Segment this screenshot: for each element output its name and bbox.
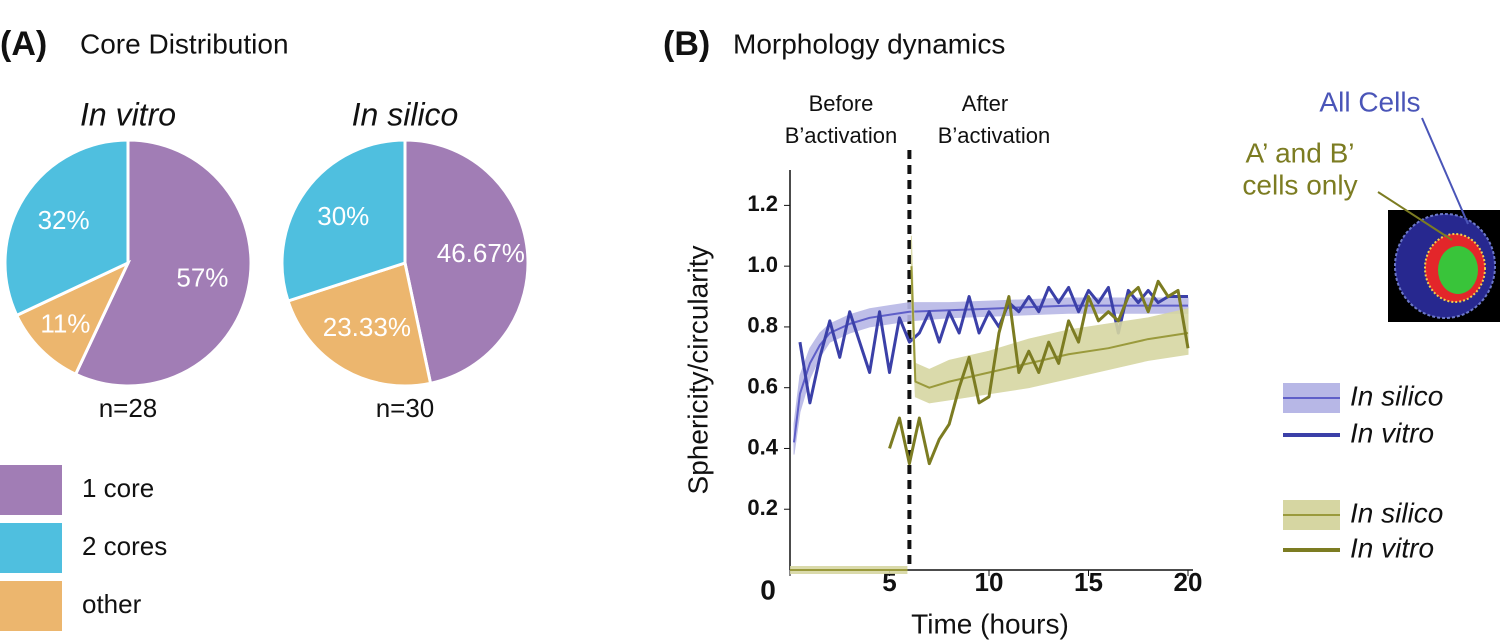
inset-label: cells only [1242,169,1357,200]
x-tick-label: 10 [975,567,1004,597]
legend-label: In vitro [1350,532,1434,563]
panel-title: Core Distribution [80,28,289,59]
leader-line [1377,191,1453,241]
series-line [888,279,1190,466]
y-tick-label: 1.0 [747,252,778,277]
pie-subtitle: n=28 [99,393,158,423]
x-tick-label: 0 [760,574,776,605]
legend-label: 1 core [82,473,154,503]
pie-slice [14,259,132,377]
value-label: 32% [38,205,90,235]
value-label: 11% [40,308,90,338]
panel-label: (B) [663,25,710,63]
value-label: 30% [317,201,369,231]
pie-subtitle: n=30 [376,393,435,423]
pie-title: In vitro [80,96,176,132]
y-tick-label: 0.8 [747,313,778,338]
y-axis-label: Sphericity/circularity [682,246,713,495]
y-tick-label: 0.2 [747,495,778,520]
annotation: Before [809,91,874,116]
x-tick-label: 15 [1074,567,1103,597]
y-tick-label: 0.4 [747,434,778,459]
pie-slice [73,138,253,388]
legend-swatch [0,465,62,515]
annotation: B’activation [785,123,898,148]
y-tick-label: 0.6 [747,374,778,399]
legend-label: In silico [1350,497,1443,528]
pie-slice [403,138,530,386]
legend-label: other [82,589,142,619]
legend-label: In vitro [1350,417,1434,448]
value-label: 46.67% [437,238,525,268]
pie-slice [280,138,407,303]
inset-label: All Cells [1319,86,1420,117]
legend-swatch [0,581,62,631]
inset-core [1438,246,1478,294]
series-line [790,266,1189,571]
leader-line [1421,117,1469,225]
x-tick-label: 5 [882,567,896,597]
pie-title: In silico [352,96,459,132]
annotation: B’activation [938,123,1051,148]
inset-image [1377,117,1500,322]
panel-label: (A) [0,25,47,63]
panel-title: Morphology dynamics [733,28,1005,59]
x-tick-label: 20 [1174,567,1203,597]
inset-label: A’ and B’ [1246,137,1355,168]
y-tick-label: 1.2 [747,191,778,216]
pie-slice [3,138,130,318]
legend-swatch [0,523,62,573]
legend-label: 2 cores [82,531,167,561]
error-band [910,235,1189,404]
legend-label: In silico [1350,380,1443,411]
annotation: After [962,91,1008,116]
x-axis-label: Time (hours) [911,608,1069,639]
value-label: 57% [176,263,228,293]
pie-slice [286,261,433,388]
value-label: 23.33% [323,312,411,342]
series-line [792,304,1188,443]
